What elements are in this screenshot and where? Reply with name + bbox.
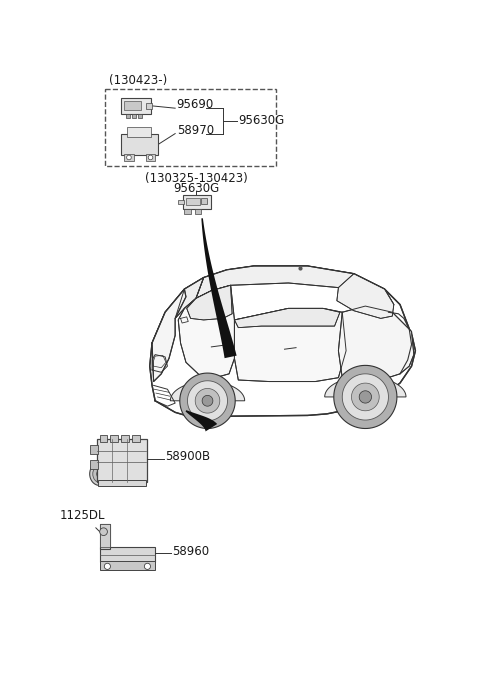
Bar xyxy=(90,445,98,454)
Circle shape xyxy=(148,155,153,160)
Bar xyxy=(121,133,158,155)
Circle shape xyxy=(144,563,151,569)
Bar xyxy=(132,435,140,441)
Polygon shape xyxy=(337,274,394,318)
Polygon shape xyxy=(202,395,213,406)
Bar xyxy=(98,480,146,486)
Bar xyxy=(124,102,141,110)
Bar xyxy=(100,435,108,441)
Bar xyxy=(183,195,211,209)
Text: 95630G: 95630G xyxy=(173,182,219,195)
Text: 1125DL: 1125DL xyxy=(60,510,105,523)
Bar xyxy=(138,114,142,118)
Polygon shape xyxy=(234,309,340,328)
Bar xyxy=(105,89,276,166)
Bar xyxy=(178,200,184,204)
Text: (130325-130423): (130325-130423) xyxy=(144,172,247,185)
Bar xyxy=(96,439,147,481)
Polygon shape xyxy=(178,285,234,378)
Circle shape xyxy=(104,563,110,569)
Ellipse shape xyxy=(93,466,107,483)
Polygon shape xyxy=(324,376,406,397)
Bar xyxy=(90,460,98,469)
Ellipse shape xyxy=(96,470,103,478)
Text: (130423-): (130423-) xyxy=(109,74,167,87)
Polygon shape xyxy=(359,391,372,403)
Polygon shape xyxy=(196,266,384,299)
Polygon shape xyxy=(152,289,186,382)
Polygon shape xyxy=(150,266,415,416)
Polygon shape xyxy=(338,306,414,382)
Text: 95690: 95690 xyxy=(177,98,214,111)
Bar xyxy=(195,209,201,214)
Polygon shape xyxy=(346,274,394,309)
Polygon shape xyxy=(186,410,217,431)
Polygon shape xyxy=(351,383,379,411)
Text: 58960: 58960 xyxy=(172,545,209,559)
Polygon shape xyxy=(195,389,220,413)
Bar xyxy=(201,198,207,204)
Polygon shape xyxy=(121,98,151,102)
Polygon shape xyxy=(187,285,232,320)
Bar xyxy=(126,114,130,118)
Text: 58900B: 58900B xyxy=(165,450,210,464)
Bar xyxy=(110,435,118,441)
Polygon shape xyxy=(100,524,110,547)
Bar xyxy=(146,103,152,109)
Bar xyxy=(146,154,155,161)
Text: 95630G: 95630G xyxy=(238,114,285,127)
Bar xyxy=(186,198,200,205)
Polygon shape xyxy=(342,374,388,420)
Polygon shape xyxy=(170,381,245,401)
Bar xyxy=(121,98,151,114)
Circle shape xyxy=(127,155,131,160)
Bar xyxy=(100,561,155,570)
Bar xyxy=(100,547,155,563)
Polygon shape xyxy=(234,309,346,382)
Bar xyxy=(100,524,110,548)
Bar xyxy=(132,114,136,118)
Polygon shape xyxy=(175,278,204,318)
Ellipse shape xyxy=(90,462,110,485)
Bar xyxy=(184,209,191,214)
Text: 58970: 58970 xyxy=(177,124,214,137)
Bar xyxy=(124,154,133,161)
Bar xyxy=(121,435,129,441)
Bar xyxy=(127,127,151,137)
Polygon shape xyxy=(180,373,235,429)
Polygon shape xyxy=(201,218,237,358)
Circle shape xyxy=(100,528,108,536)
Polygon shape xyxy=(334,366,397,429)
Polygon shape xyxy=(188,380,228,421)
